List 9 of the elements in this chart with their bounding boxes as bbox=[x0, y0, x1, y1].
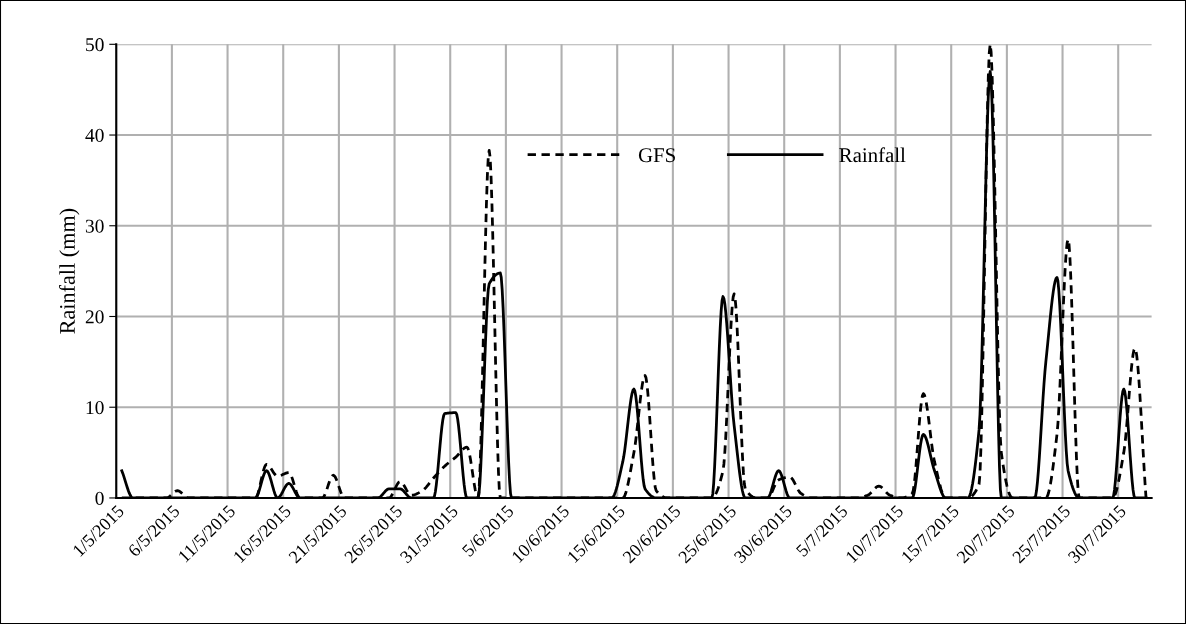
y-tick-label: 50 bbox=[86, 38, 104, 52]
y-tick-label: 20 bbox=[85, 310, 104, 324]
legend-label: GFS bbox=[638, 148, 675, 163]
y-tick-label: 40 bbox=[85, 128, 104, 142]
legend-label: Rainfall bbox=[839, 147, 906, 163]
y-axis-title: Rainfall (mm) bbox=[59, 208, 80, 334]
y-tick-label: 0 bbox=[95, 491, 104, 505]
y-tick-label: 30 bbox=[85, 219, 104, 233]
y-tick-label: 10 bbox=[86, 401, 104, 415]
